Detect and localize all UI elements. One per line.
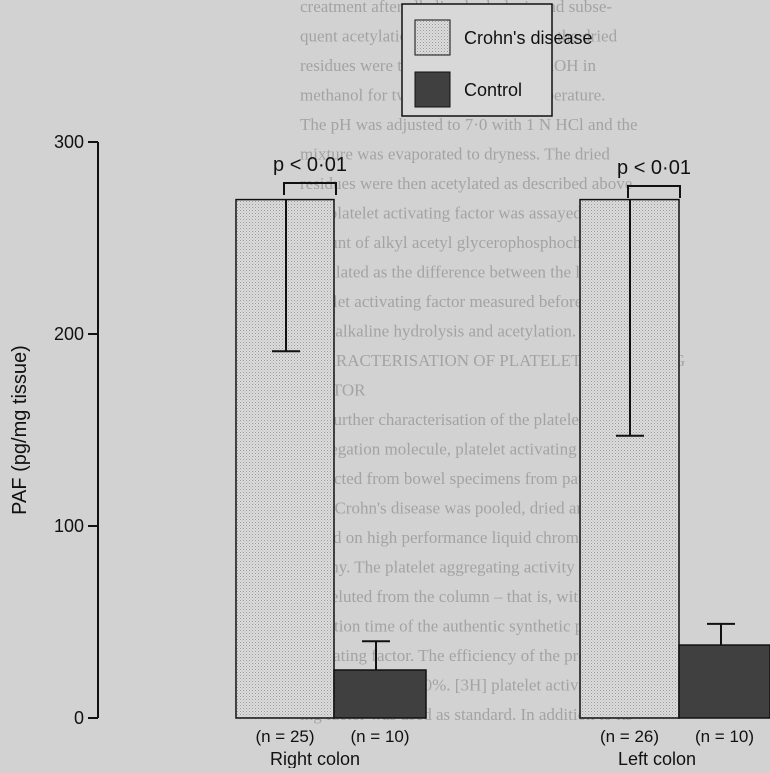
y-axis-title: PAF (pg/mg tissue) <box>9 345 31 515</box>
background-text-line: For further characterisation of the plat… <box>300 410 584 429</box>
background-text-line: eluted on high performance liquid chroma… <box>300 528 606 547</box>
background-text-line: mixture was evaporated to dryness. The d… <box>300 145 610 164</box>
background-text-line: retention time of the authentic syntheti… <box>300 617 625 636</box>
background-text-line: with Crohn's disease was pooled, dried a… <box>300 499 594 518</box>
bar-control <box>678 644 770 719</box>
background-text-line: after alkaline hydrolysis and acetylatio… <box>300 322 576 341</box>
background-text-line: aggregation molecule, platelet activatin… <box>300 440 621 459</box>
y-tick-label: 300 <box>54 132 84 152</box>
y-tick-label: 200 <box>54 324 84 344</box>
y-axis: 0 100 200 300 PAF (pg/mg tissue) <box>9 132 99 728</box>
group-label: Left colon <box>618 749 696 768</box>
labels-layer: (n = 25) (n = 10) Right colon p < 0·01 (n = … <box>255 154 754 769</box>
background-text-line: was eluted from the column – that is, wi… <box>300 587 599 606</box>
background-text-line: extracted from bowel specimens from pati… <box>300 469 615 488</box>
legend-label-control: Control <box>464 80 522 100</box>
n-label: (n = 10) <box>695 727 754 746</box>
y-tick-label: 0 <box>74 708 84 728</box>
legend-swatch-control <box>414 71 451 108</box>
significance-label: p < 0·01 <box>273 154 347 176</box>
legend: Crohn's disease Control <box>401 3 593 117</box>
significance-bracket <box>283 182 337 195</box>
group-label: Right colon <box>270 749 360 768</box>
background-text-line: residues were then acetylated as describ… <box>300 174 632 193</box>
background-text-line: The pH was adjusted to 7·0 with 1 N HCl … <box>300 115 638 134</box>
background-text-line: platelet activating factor measured befo… <box>300 292 612 311</box>
n-label: (n = 26) <box>600 727 659 746</box>
legend-swatch-crohns <box>414 19 451 56</box>
n-label: (n = 10) <box>350 727 409 746</box>
n-label: (n = 25) <box>255 727 314 746</box>
background-text-line: graphy. The platelet aggregating activit… <box>300 558 575 577</box>
background-text-line: amount of alkyl acetyl glycerophosphocho… <box>300 233 646 252</box>
bar-control <box>333 669 427 719</box>
bars-layer <box>235 198 770 719</box>
background-text-line: activating factor. The efficiency of the… <box>300 646 593 665</box>
background-text-line: and platelet activating factor was assay… <box>300 204 616 223</box>
significance-label: p < 0·01 <box>617 157 691 179</box>
significance-bracket <box>627 185 681 198</box>
background-text-line: calculated as the difference between the… <box>300 263 634 282</box>
y-tick-label: 100 <box>54 516 84 536</box>
legend-label-crohns: Crohn's disease <box>464 28 593 48</box>
